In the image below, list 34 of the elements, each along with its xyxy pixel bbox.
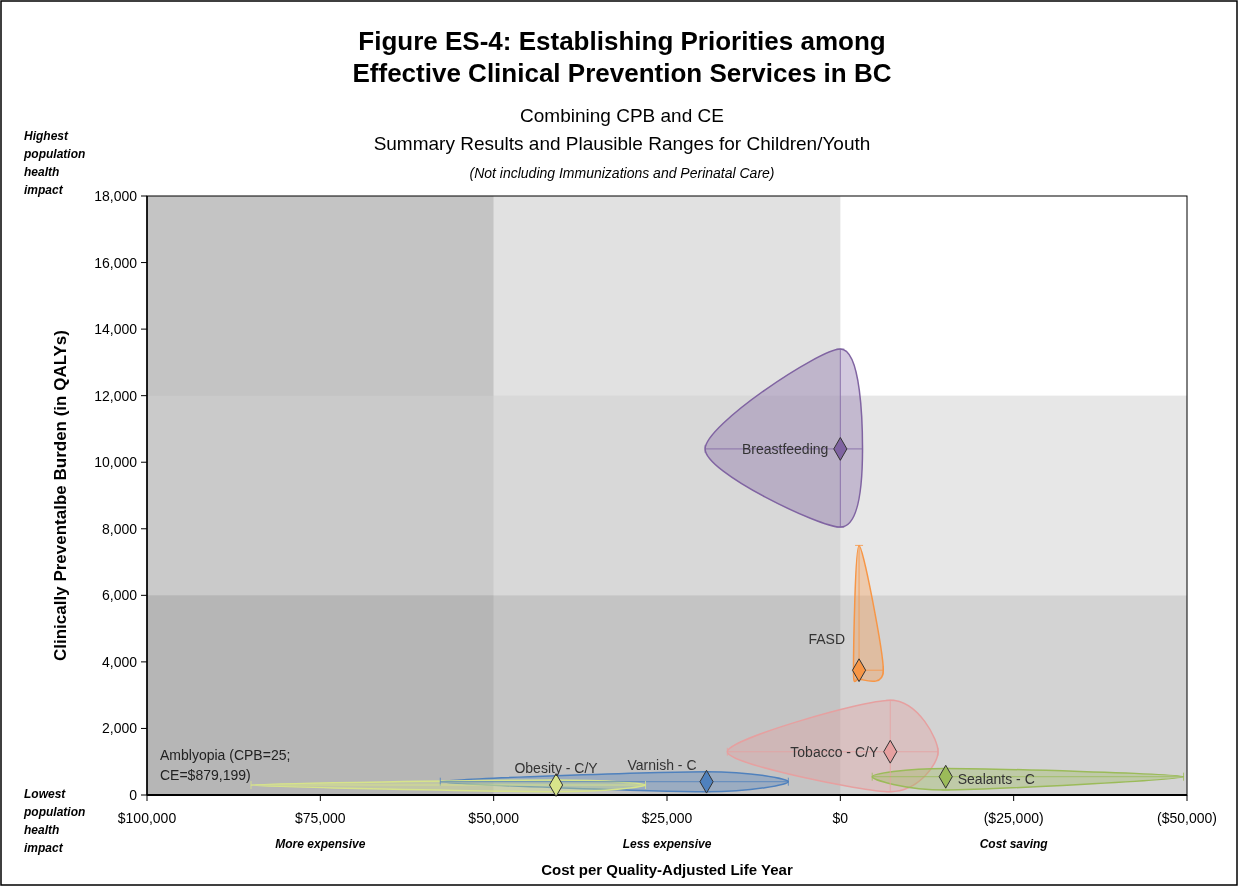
y-tick-label: 0 [129,787,138,803]
x-tick-label: $0 [832,810,849,826]
text: More expensive [275,837,366,851]
text: Cost saving [979,837,1049,851]
y-tick-label: 4,000 [101,653,138,670]
text: Highest population health impact [23,129,86,197]
series-label: FASD [808,631,846,648]
series-label: Sealants - C [957,770,1035,787]
series-label: Varnish - C [627,756,697,773]
text: Lowest population health impact [23,787,86,855]
series-label: Breastfeeding [741,440,829,457]
x-tick-label: $100,000 [117,810,177,826]
y-tick-label: 14,000 [94,321,138,338]
x-axis-title: Cost per Quality-Adjusted Life Year [541,861,793,878]
x-tick-label: ($50,000) [1157,810,1217,826]
x-tick-label: $25,000 [641,810,693,826]
y-tick-label: 16,000 [94,254,138,271]
series-label: Obesity - C/Y [514,760,599,777]
y-tick-label: 2,000 [101,720,138,737]
y-tick-label: 10,000 [94,454,138,471]
y-tick-label: 12,000 [94,387,138,404]
text: Less expensive [622,837,712,851]
x-tick-label: $75,000 [295,810,346,826]
series-label: Tobacco - C/Y [790,743,879,760]
chart-title: Figure ES-4: Establishing Priorities among Effective Clinical Prevention Services in BC [352,26,892,88]
annotation: Amblyopia (CPB=25; CE=$879,199) [160,747,291,783]
x-tick-label: ($25,000) [983,810,1044,826]
y-tick-label: 6,000 [101,587,138,604]
x-tick-label: $50,000 [468,810,520,826]
y-axis-title: Clinically Preventalbe Burden (in QALYs) [51,330,70,661]
y-tick-label: 18,000 [94,188,138,204]
text: (Not including Immunizations and Perinatal Care) [469,165,775,181]
chart-subtitle: Combining CPB and CE Summary Results and Plausible Ranges for Children/Youth [373,105,871,154]
y-tick-label: 8,000 [101,520,138,537]
